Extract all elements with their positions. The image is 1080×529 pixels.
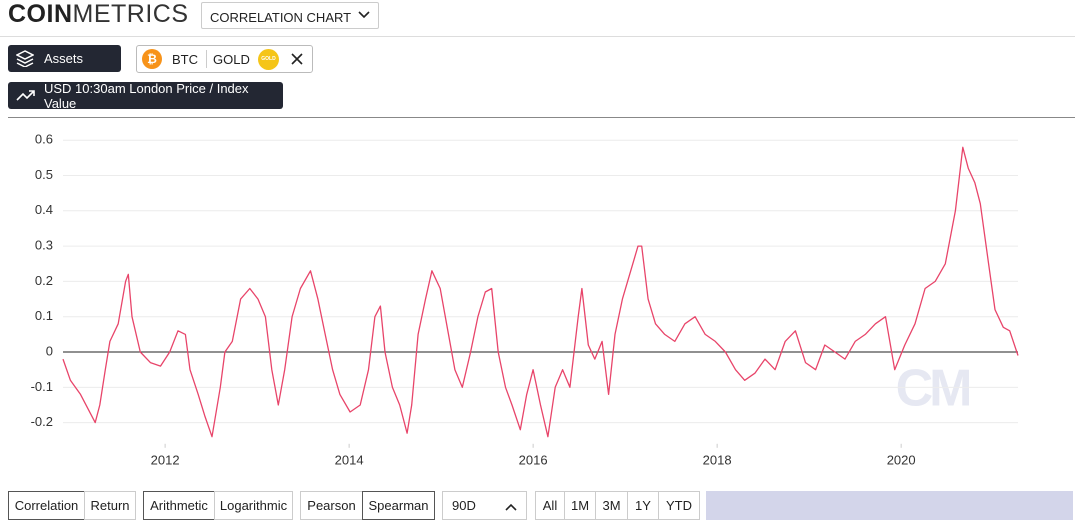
range-button[interactable]: 1M [564, 491, 596, 520]
method-button[interactable]: Spearman [362, 491, 435, 520]
separator [206, 50, 207, 68]
x-tick-label: 2014 [335, 452, 364, 467]
asset-label[interactable]: BTC [172, 52, 198, 67]
logo-light: METRICS [72, 0, 189, 28]
window-select[interactable]: 90D [442, 491, 527, 520]
watermark: CM [896, 360, 970, 418]
x-tick-label: 2016 [519, 452, 548, 467]
scale-button[interactable]: Arithmetic [143, 491, 215, 520]
x-tick-label: 2018 [703, 452, 732, 467]
layers-icon [16, 50, 34, 67]
btc-icon: ₿ [142, 49, 162, 69]
logo[interactable]: COINMETRICS [8, 0, 189, 29]
assets-button[interactable]: Assets [8, 45, 121, 72]
view-select[interactable]: CORRELATION CHART [201, 2, 379, 29]
correlation-line [62, 146, 1019, 438]
range-button[interactable]: 3M [595, 491, 628, 520]
assets-label: Assets [44, 51, 84, 66]
y-tick-label: 0.3 [35, 238, 53, 253]
y-tick-label: 0.1 [35, 308, 53, 323]
scale-button[interactable]: Logarithmic [214, 491, 293, 520]
price-button[interactable]: USD 10:30am London Price / Index Value [8, 80, 283, 111]
x-tick-label: 2020 [887, 452, 916, 467]
divider [0, 36, 1075, 37]
metric-button[interactable]: Correlation [8, 491, 85, 520]
range-button[interactable]: 1Y [627, 491, 659, 520]
y-tick-label: 0.4 [35, 202, 53, 217]
y-tick-label: 0.6 [35, 132, 53, 147]
range-button[interactable]: YTD [658, 491, 700, 520]
range-slider[interactable] [706, 491, 1073, 520]
x-tick-label: 2012 [151, 452, 180, 467]
asset-label[interactable]: GOLD [213, 52, 250, 67]
chevron [358, 11, 370, 19]
y-tick-label: -0.1 [31, 379, 53, 394]
view-select-label: CORRELATION CHART [210, 10, 352, 25]
y-tick-label: 0.2 [35, 273, 53, 288]
price-label: USD 10:30am London Price / Index Value [44, 80, 249, 111]
y-tick-label: 0 [46, 343, 53, 358]
y-tick-label: -0.2 [31, 414, 53, 429]
range-button[interactable]: All [535, 491, 565, 520]
window-label: 90D [452, 498, 476, 513]
metric-button[interactable]: Return [84, 491, 136, 520]
trend-icon [16, 90, 35, 101]
y-tick-label: 0.5 [35, 167, 53, 182]
chevron [505, 503, 517, 511]
logo-bold: COIN [8, 0, 73, 28]
method-button[interactable]: Pearson [300, 491, 363, 520]
remove-icon[interactable] [291, 53, 303, 65]
asset-chips: ₿ BTC GOLD GOLD [136, 45, 313, 73]
divider [8, 117, 1075, 118]
gold-icon: GOLD [258, 49, 279, 70]
